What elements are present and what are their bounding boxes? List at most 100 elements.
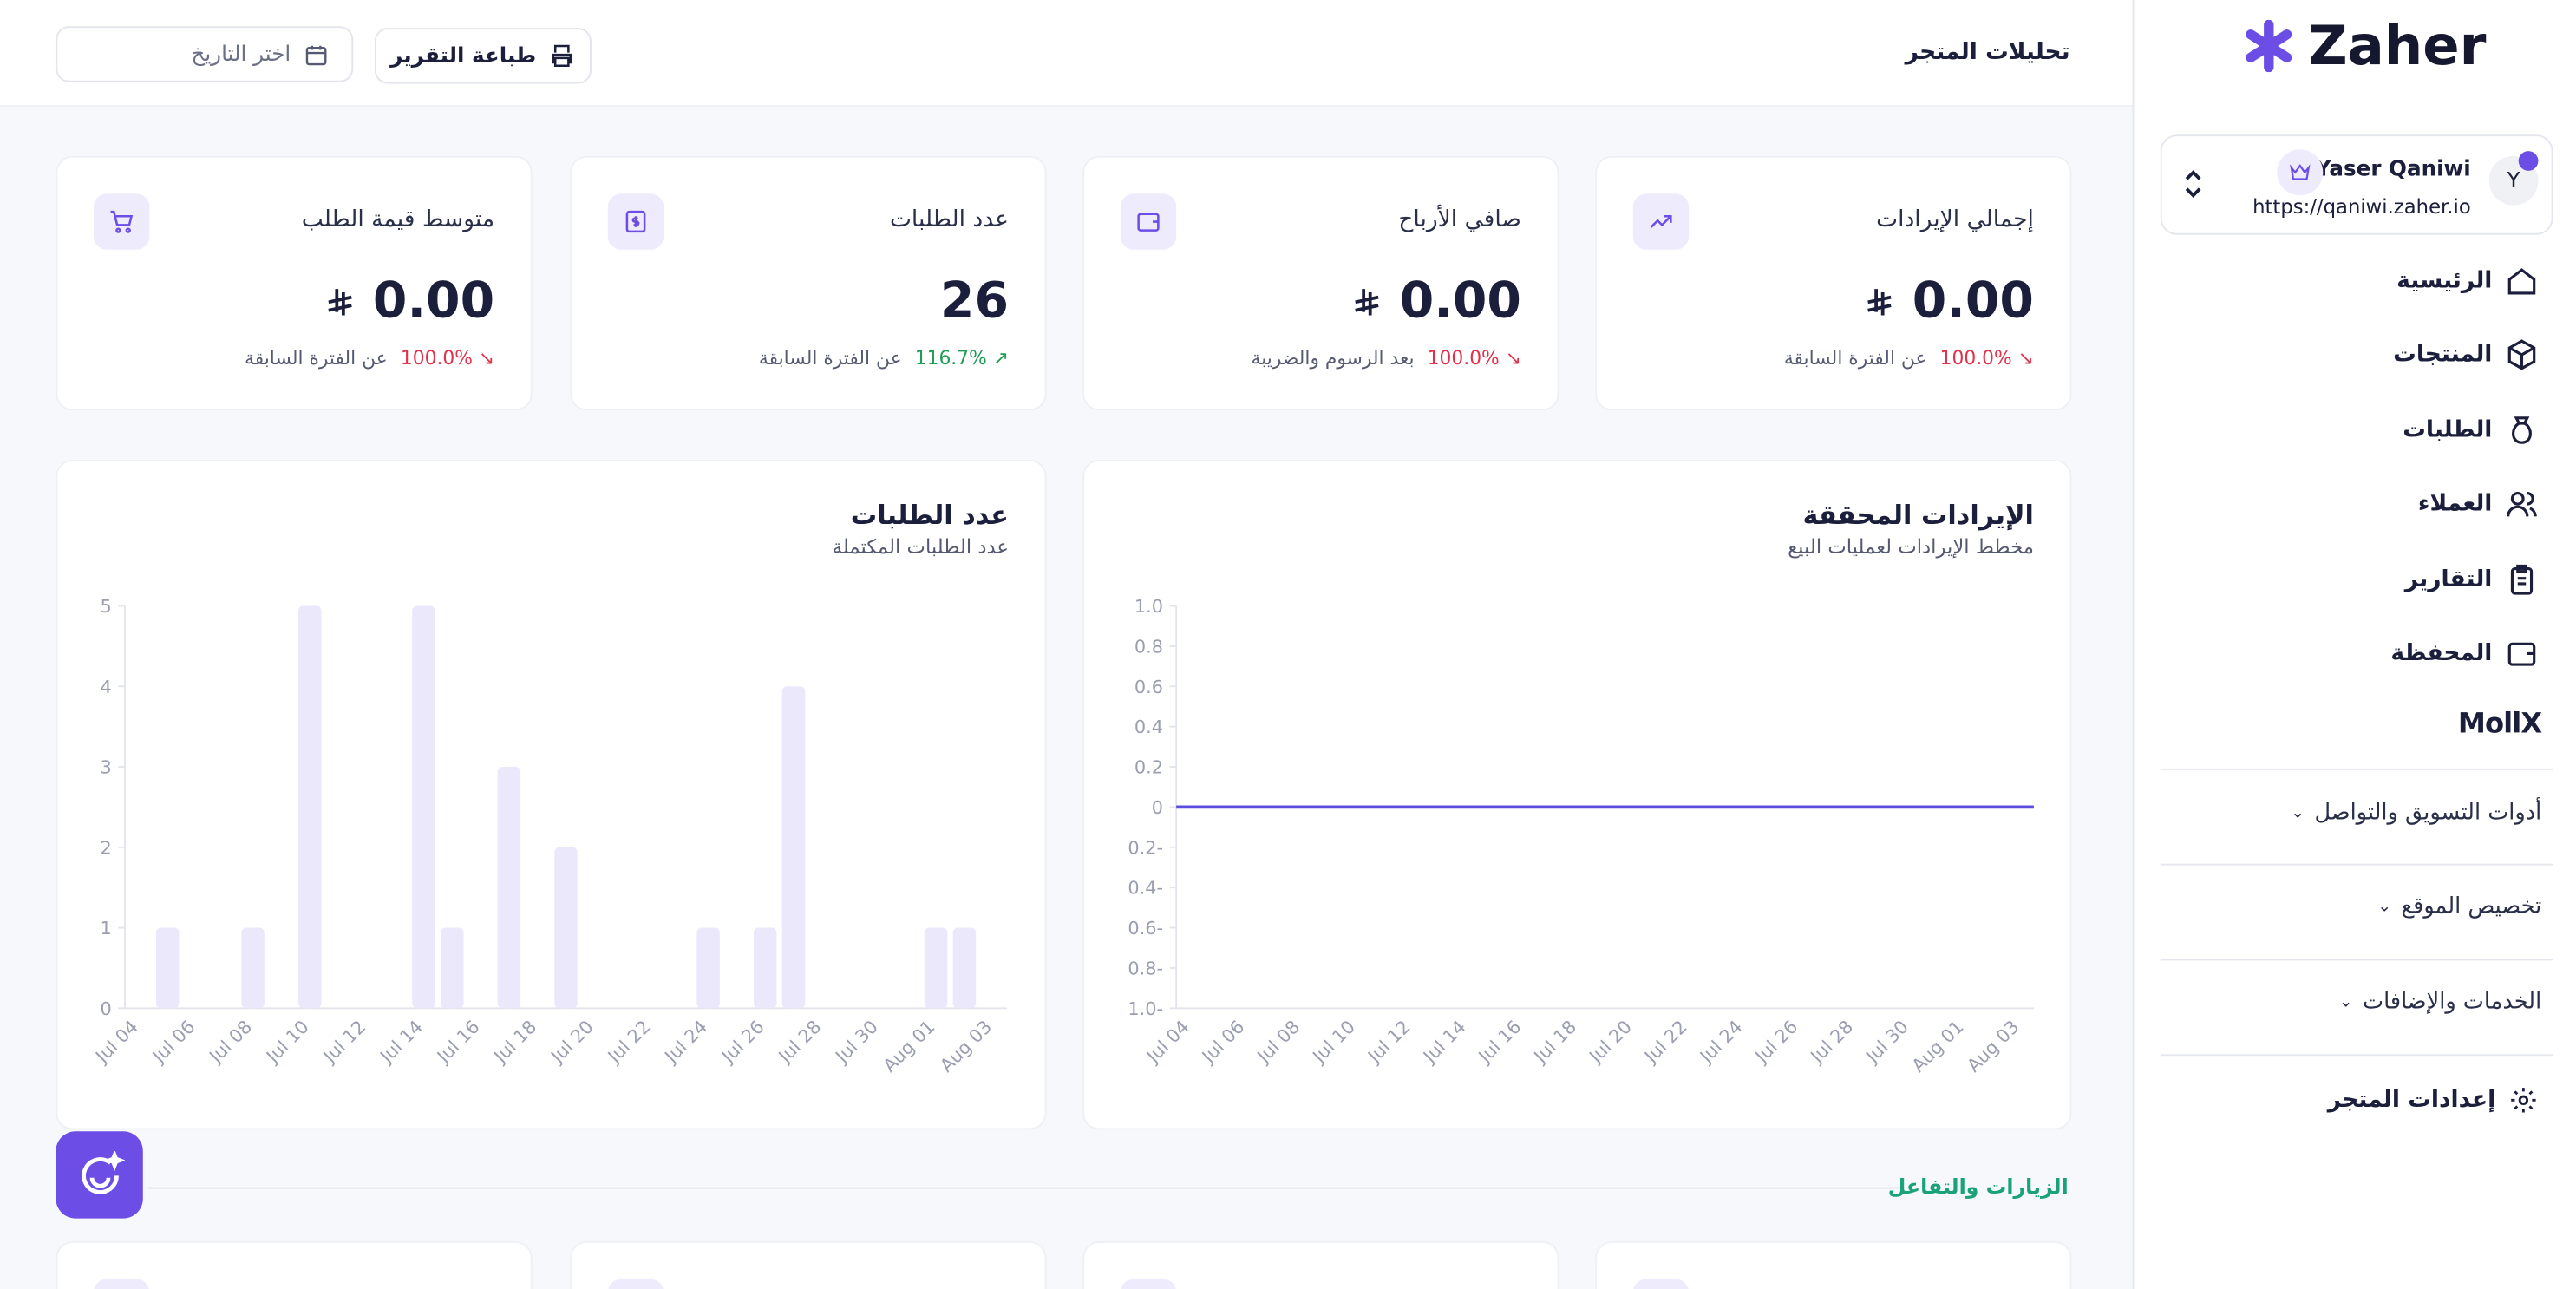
y-tick-label: 0.8-	[1128, 958, 1163, 978]
nav-item[interactable]: الطلبات	[2403, 414, 2538, 447]
nav-label: الرئيسية	[2396, 267, 2493, 294]
x-tick-label: Jul 22	[1639, 1017, 1691, 1069]
x-tick-label: Jul 04	[90, 1017, 142, 1069]
x-tick-label: Jul 14	[1418, 1017, 1470, 1069]
chat-icon	[81, 1150, 125, 1194]
nav-item[interactable]: المحفظة	[2390, 637, 2538, 670]
nav-label: العملاء	[2417, 491, 2493, 518]
y-tick-label: 1.0	[1134, 596, 1163, 617]
bar	[412, 605, 435, 1009]
stat-label: صافي الأرباح	[1398, 206, 1521, 233]
y-tick-label: 4	[101, 677, 112, 697]
stat-card	[1082, 1241, 1559, 1289]
revenue-card: الإيرادات المحققة مخطط الإيرادات لعمليات…	[1082, 460, 2072, 1130]
user-name: Yaser Qaniwi	[2315, 157, 2471, 183]
x-tick-label: Jul 10	[261, 1017, 313, 1069]
stat-label: متوسط قيمة الطلب	[301, 206, 495, 233]
print-label: طباعة التقرير	[390, 43, 537, 69]
chat-button[interactable]	[56, 1131, 143, 1219]
x-tick-label: Aug 03	[1963, 1017, 2023, 1076]
bar	[781, 686, 806, 1009]
print-button[interactable]: طباعة التقرير	[374, 28, 592, 84]
nav-label: المنتجات	[2393, 341, 2493, 369]
bar	[155, 927, 180, 1009]
x-tick-label: Jul 30	[830, 1017, 882, 1069]
y-tick-label: 5	[101, 596, 112, 617]
x-tick-label: Jul 18	[1529, 1017, 1581, 1069]
bar	[952, 927, 977, 1009]
page-title: تحليلات المتجر	[1905, 39, 2070, 66]
x-tick-label: Aug 03	[936, 1017, 996, 1076]
change-value: 100.0%	[1939, 346, 2012, 370]
x-tick-label: Jul 24	[660, 1017, 712, 1069]
nav-label: المحفظة	[2390, 640, 2493, 667]
section-divider	[147, 1187, 1906, 1189]
stat-card	[1595, 1241, 2072, 1289]
date-placeholder: اختر التاريخ	[191, 42, 291, 67]
x-tick-label: Jul 12	[318, 1017, 370, 1069]
separator	[2160, 1054, 2553, 1057]
x-tick-label: Jul 16	[432, 1017, 484, 1069]
y-tick-label: 0.2-	[1128, 837, 1163, 858]
stat-icon	[93, 1279, 150, 1289]
orders-card: عدد الطلبات عدد الطلبات المكتملة 0 1 2 3 4 5 J…	[56, 460, 1047, 1130]
stat-value: 0.00	[1399, 272, 1521, 330]
bar	[554, 847, 578, 1009]
brand[interactable]: Zaher	[2308, 13, 2487, 77]
user-card[interactable]: Y Yaser Qaniwi https://qaniwi.zaher.io	[2160, 134, 2553, 235]
separator	[2160, 863, 2553, 866]
stat-change: ↘ 100.0% عن الفترة السابقة	[1783, 346, 2034, 370]
stat-change: ↘ 100.0% عن الفترة السابقة	[245, 346, 495, 370]
stat-icon	[1632, 193, 1690, 250]
x-tick-label: Jul 14	[375, 1017, 427, 1069]
y-tick-label: 0.4	[1134, 716, 1163, 737]
partner-logo[interactable]: MollX	[2457, 707, 2542, 741]
x-tick-label: Aug 01	[1908, 1017, 1968, 1076]
stat-card: عدد الطلبات 26 ↗ 116.7% عن الفترة السابقة	[570, 155, 1047, 411]
chart-subtitle: عدد الطلبات المكتملة	[832, 535, 1009, 559]
crown-icon	[2277, 149, 2324, 196]
y-tick-label: 0.2	[1134, 757, 1163, 778]
x-tick-label: Jul 22	[603, 1017, 655, 1069]
x-tick-label: Jul 06	[147, 1017, 199, 1069]
stat-card: متوسط قيمة الطلب 0.00 ↘ 100.0% عن الفترة …	[56, 155, 533, 411]
user-url: https://qaniwi.zaher.io	[2252, 195, 2471, 219]
section-label: الخدمات والإضافات	[2363, 988, 2542, 1015]
chart-subtitle: مخطط الإيرادات لعمليات البيع	[1788, 535, 2034, 559]
nav-section[interactable]: الخدمات والإضافات ⌄	[2338, 988, 2542, 1015]
stat-change: ↗ 116.7% عن الفترة السابقة	[758, 346, 1009, 370]
nav-item[interactable]: المنتجات	[2393, 338, 2538, 371]
stat-change: ↘ 100.0% بعد الرسوم والضريبة	[1251, 346, 1521, 370]
y-tick-label: 0.4-	[1128, 878, 1163, 899]
date-picker[interactable]: اختر التاريخ	[56, 26, 354, 82]
section-label: تخصيص الموقع	[2401, 893, 2542, 920]
section-label: أدوات التسويق والتواصل	[2314, 799, 2542, 827]
x-tick-label: Jul 18	[489, 1017, 541, 1069]
separator	[2160, 768, 2553, 770]
stat-label: عدد الطلبات	[889, 206, 1009, 233]
chart-title: الإيرادات المحققة	[1802, 499, 2034, 531]
stat-value-row: 0.00	[1354, 272, 1521, 330]
x-tick-label: Jul 26	[1750, 1017, 1802, 1069]
nav-item[interactable]: العملاء	[2418, 487, 2539, 520]
nav-item[interactable]: إعدادات المتجر	[2328, 1085, 2539, 1115]
y-tick-label: 0	[1152, 797, 1163, 818]
currency-icon	[328, 288, 352, 315]
x-tick-label: Jul 26	[716, 1017, 768, 1069]
stat-value: 0.00	[1912, 272, 2034, 330]
chart: 1.0- 0.8- 0.6- 0.4- 0.2- 0 0.2 0.4 0.6 0.8 1.0 Jul …	[1128, 596, 2034, 1076]
nav-item[interactable]: الرئيسية	[2396, 265, 2538, 298]
stat-value: 26	[939, 272, 1009, 330]
change-note: عن الفترة السابقة	[758, 346, 902, 370]
nav-section[interactable]: أدوات التسويق والتواصل ⌄	[2291, 799, 2542, 827]
stat-card	[570, 1241, 1047, 1289]
verified-badge	[2518, 151, 2539, 171]
nav-item[interactable]: التقارير	[2405, 563, 2539, 596]
nav-section[interactable]: تخصيص الموقع ⌄	[2377, 893, 2542, 920]
x-tick-label: Jul 30	[1860, 1017, 1912, 1069]
sidebar: Zaher Y Yaser Qaniwi https://qaniwi.zahe…	[2132, 0, 2576, 1289]
y-tick-label: 3	[101, 757, 112, 778]
chart-title: عدد الطلبات	[850, 499, 1009, 531]
